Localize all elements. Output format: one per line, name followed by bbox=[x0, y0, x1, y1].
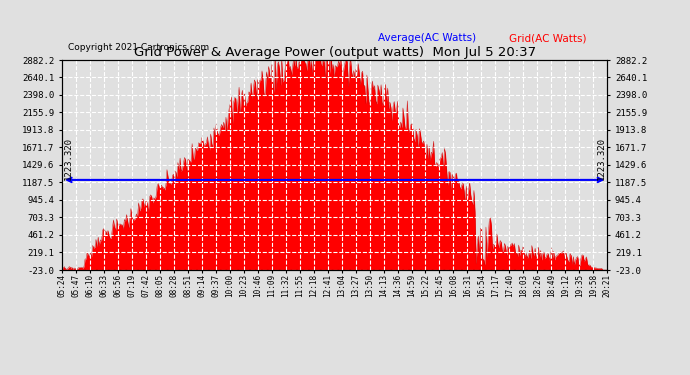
Text: Average(AC Watts): Average(AC Watts) bbox=[378, 33, 476, 43]
Title: Grid Power & Average Power (output watts)  Mon Jul 5 20:37: Grid Power & Average Power (output watts… bbox=[134, 46, 535, 59]
Text: 1223.320: 1223.320 bbox=[596, 137, 605, 180]
Text: Copyright 2021 Cartronics.com: Copyright 2021 Cartronics.com bbox=[68, 43, 208, 52]
Text: Grid(AC Watts): Grid(AC Watts) bbox=[509, 33, 586, 43]
Text: 1223.320: 1223.320 bbox=[64, 137, 73, 180]
